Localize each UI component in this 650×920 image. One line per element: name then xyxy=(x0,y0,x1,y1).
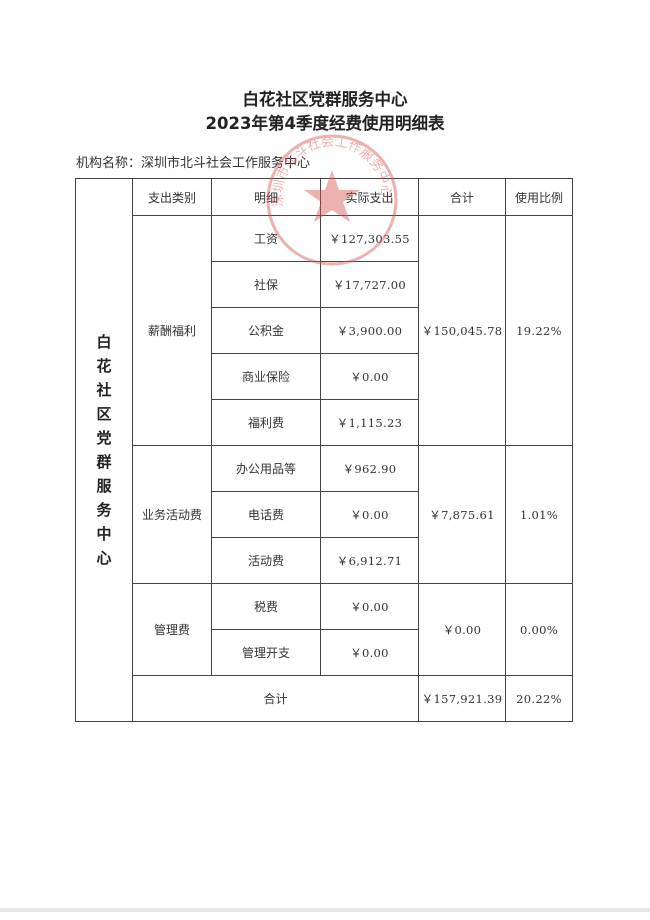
subtotal-cell: ￥0.00 xyxy=(418,583,506,676)
org-label: 机构名称： xyxy=(76,156,142,171)
table-row: 管理费 税费 ￥0.00 ￥0.00 0.00% xyxy=(76,583,573,676)
header-category: 支出类别 xyxy=(132,178,212,216)
detail-cell: 活动费 xyxy=(211,537,321,584)
subtotal-cell: ￥7,875.61 xyxy=(418,445,506,584)
detail-cell: 工资 xyxy=(211,215,321,262)
actual-cell: ￥962.90 xyxy=(320,445,419,492)
document-subtitle: 2023年第4季度经费使用明细表 xyxy=(205,114,445,133)
side-label: 白花社区党群服务中心 xyxy=(96,333,112,567)
detail-cell: 社保 xyxy=(211,261,321,308)
header-subtotal: 合计 xyxy=(418,178,506,216)
header-actual: 实际支出 xyxy=(320,178,419,216)
total-amount: ￥157,921.39 xyxy=(418,675,506,722)
actual-cell: ￥127,303.55 xyxy=(320,215,419,262)
ratio-cell: 1.01% xyxy=(505,445,573,584)
header-ratio: 使用比例 xyxy=(505,178,573,216)
table-row: 商业保险 ￥0.00 xyxy=(76,353,573,400)
org-name: 深圳市北斗社会工作服务中心 xyxy=(141,156,311,171)
total-label: 合计 xyxy=(132,675,419,722)
actual-cell: ￥0.00 xyxy=(320,583,419,630)
detail-cell: 福利费 xyxy=(211,399,321,446)
expense-table: 白花社区党群服务中心 支出类别 明细 实际支出 合计 使用比例 薪酬福利 工资 ￥1… xyxy=(75,178,573,722)
table-row: 薪酬福利 工资 ￥127,303.55 ￥150,045.78 19.22% xyxy=(76,215,573,446)
category-cell: 业务活动费 xyxy=(132,445,212,584)
header-detail: 明细 xyxy=(211,178,321,216)
detail-cell: 办公用品等 xyxy=(211,445,321,492)
header-row: 白花社区党群服务中心 支出类别 明细 实际支出 合计 使用比例 xyxy=(75,178,573,722)
total-ratio: 20.22% xyxy=(505,675,573,722)
table-row: 活动费 ￥6,912.71 xyxy=(76,537,573,584)
actual-cell: ￥17,727.00 xyxy=(320,261,419,308)
ratio-cell: 0.00% xyxy=(505,583,573,676)
table-row: 业务活动费 办公用品等 ￥962.90 ￥7,875.61 1.01% xyxy=(76,445,573,584)
page-bottom-edge xyxy=(0,908,650,912)
actual-cell: ￥0.00 xyxy=(320,629,419,676)
category-cell: 管理费 xyxy=(132,583,212,676)
category-cell: 薪酬福利 xyxy=(132,215,212,446)
table-row: 社保 ￥17,727.00 xyxy=(76,261,573,308)
subtotal-cell: ￥150,045.78 xyxy=(418,215,506,446)
actual-cell: ￥1,115.23 xyxy=(320,399,419,446)
detail-cell: 电话费 xyxy=(211,491,321,538)
table-row: 福利费 ￥1,115.23 xyxy=(76,399,573,446)
actual-cell: ￥0.00 xyxy=(320,491,419,538)
detail-cell: 公积金 xyxy=(211,307,321,354)
actual-cell: ￥0.00 xyxy=(320,353,419,400)
actual-cell: ￥3,900.00 xyxy=(320,307,419,354)
table-row: 电话费 ￥0.00 xyxy=(76,491,573,538)
side-label-cell: 白花社区党群服务中心 xyxy=(75,178,133,722)
organization-line: 机构名称：深圳市北斗社会工作服务中心 xyxy=(76,152,310,171)
actual-cell: ￥6,912.71 xyxy=(320,537,419,584)
document-title: 白花社区党群服务中心 xyxy=(242,90,408,109)
total-row: 合计 ￥157,921.39 20.22% xyxy=(76,675,573,722)
detail-cell: 税费 xyxy=(211,583,321,630)
table-row: 公积金 ￥3,900.00 xyxy=(76,307,573,354)
table-row: 管理开支 ￥0.00 xyxy=(76,629,573,676)
detail-cell: 商业保险 xyxy=(211,353,321,400)
ratio-cell: 19.22% xyxy=(505,215,573,446)
detail-cell: 管理开支 xyxy=(211,629,321,676)
